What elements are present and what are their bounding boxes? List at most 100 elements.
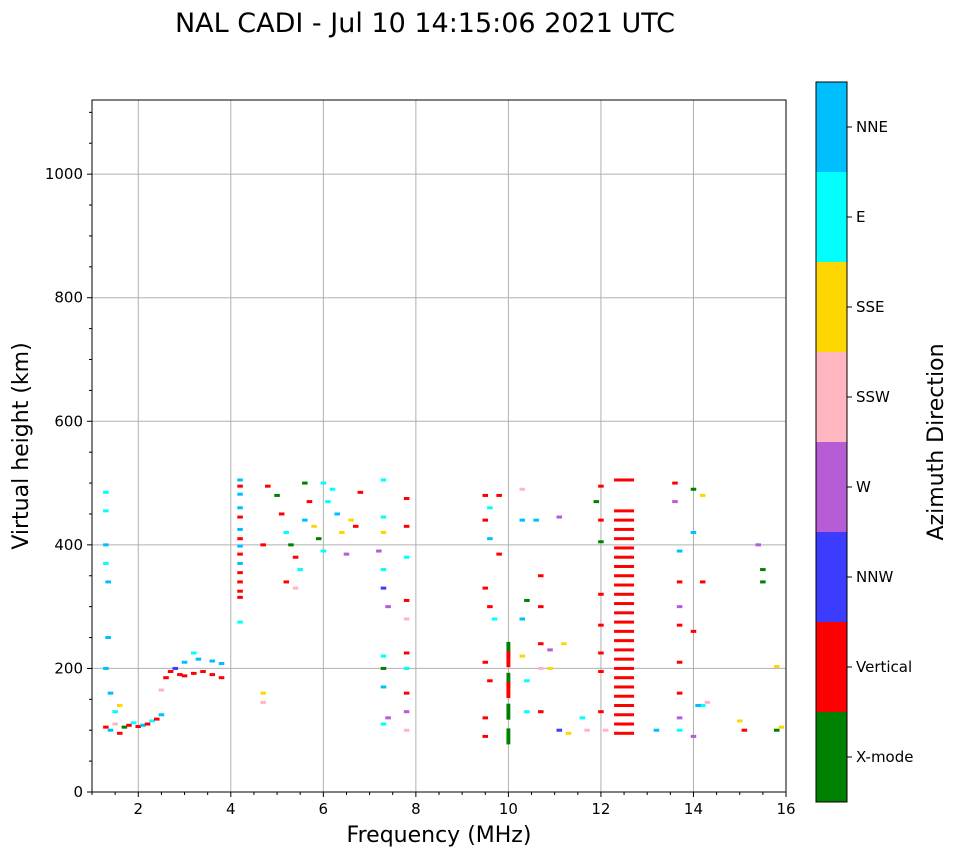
- echo-point: [380, 531, 387, 534]
- colorbar-swatch: [816, 82, 847, 172]
- echo-point: [496, 493, 502, 497]
- echo-point: [278, 512, 285, 516]
- echo-point: [105, 580, 111, 584]
- echo-point: [690, 629, 697, 633]
- echo-point: [773, 665, 780, 669]
- echo-point: [292, 555, 299, 559]
- echo-point: [614, 478, 635, 482]
- colorbar-label-e: E: [856, 208, 865, 226]
- echo-point: [126, 723, 132, 727]
- echo-point: [598, 710, 604, 714]
- echo-point: [260, 543, 266, 547]
- echo-point: [614, 518, 635, 522]
- echo-point: [736, 719, 743, 723]
- echo-point: [491, 617, 498, 621]
- echo-point: [380, 515, 387, 519]
- echo-point: [524, 679, 530, 683]
- echo-point: [403, 728, 410, 732]
- echo-point: [403, 617, 410, 621]
- echo-point: [237, 580, 243, 584]
- colorbar-label-ssw: SSW: [856, 388, 890, 406]
- x-tick-label: 8: [411, 800, 421, 818]
- echo-point: [614, 694, 635, 698]
- echo-point: [297, 568, 303, 572]
- echo-point: [352, 524, 359, 528]
- echo-point: [524, 598, 530, 602]
- echo-point: [158, 713, 165, 717]
- echo-point: [403, 651, 410, 655]
- echo-point: [538, 574, 544, 578]
- echo-point: [218, 661, 225, 665]
- echo-point: [403, 497, 410, 501]
- echo-point: [302, 481, 308, 485]
- echo-point: [614, 676, 635, 680]
- echo-point: [121, 725, 128, 729]
- echo-point: [343, 552, 350, 556]
- echo-point: [237, 506, 243, 510]
- echo-point: [135, 725, 142, 729]
- axis-ticks: 2 4 6 8 10 12 14 16 0 200 400 600 800 1000: [45, 111, 796, 818]
- echo-point: [538, 710, 544, 714]
- echo-point: [177, 673, 183, 677]
- echo-point: [265, 484, 271, 488]
- echo-point: [506, 728, 511, 745]
- echo-point: [320, 549, 327, 553]
- echo-point: [380, 586, 387, 590]
- echo-point: [311, 524, 317, 528]
- echo-point: [598, 592, 604, 596]
- echo-point: [598, 540, 604, 544]
- echo-point: [519, 617, 526, 621]
- echo-point: [315, 537, 322, 541]
- x-tick-label: 14: [684, 800, 703, 818]
- echo-point: [260, 700, 266, 704]
- echo-point: [181, 674, 188, 678]
- echo-point: [614, 666, 635, 670]
- echo-point: [755, 543, 762, 547]
- echo-point: [380, 478, 387, 482]
- echo-point: [237, 478, 243, 482]
- echo-point: [614, 657, 635, 661]
- echo-point: [237, 515, 243, 519]
- echo-point: [538, 666, 544, 670]
- echo-point: [676, 580, 683, 584]
- echo-point: [519, 518, 526, 522]
- echo-point: [614, 713, 635, 717]
- echo-point: [107, 691, 114, 695]
- echo-point: [348, 518, 354, 522]
- colorbar-swatch: [816, 352, 847, 442]
- echo-point: [209, 673, 216, 677]
- y-tick-label: 800: [54, 289, 83, 307]
- echo-point: [538, 642, 544, 646]
- y-tick-label: 200: [54, 659, 83, 677]
- x-tick-label: 6: [319, 800, 329, 818]
- echo-point: [704, 700, 711, 704]
- azimuth-colorbar: X-mode Vertical NNW W SSW SSE E NNE: [815, 81, 913, 803]
- echo-point: [561, 642, 567, 646]
- echo-point: [403, 524, 410, 528]
- echo-point: [140, 723, 146, 727]
- echo-point: [181, 660, 188, 664]
- echo-point: [144, 722, 151, 726]
- echo-point: [676, 728, 683, 732]
- y-tick-label: 0: [73, 783, 83, 801]
- echo-point: [676, 716, 683, 720]
- echo-point: [598, 651, 604, 655]
- echo-point: [283, 580, 290, 584]
- echo-point: [690, 734, 697, 738]
- echo-point: [237, 620, 243, 624]
- echo-point: [191, 671, 197, 675]
- echo-point: [163, 676, 169, 680]
- echo-point: [614, 620, 635, 624]
- grid-lines: [92, 100, 787, 793]
- echo-point: [676, 605, 683, 609]
- echo-point: [614, 537, 635, 541]
- y-axis-label: Virtual height (km): [9, 342, 34, 549]
- y-tick-label: 400: [54, 536, 83, 554]
- echo-point: [773, 728, 780, 732]
- echo-point: [149, 719, 155, 723]
- echo-point: [403, 710, 410, 714]
- echo-point: [614, 704, 635, 707]
- colorbar-swatch: [816, 442, 847, 532]
- echo-point: [778, 725, 785, 729]
